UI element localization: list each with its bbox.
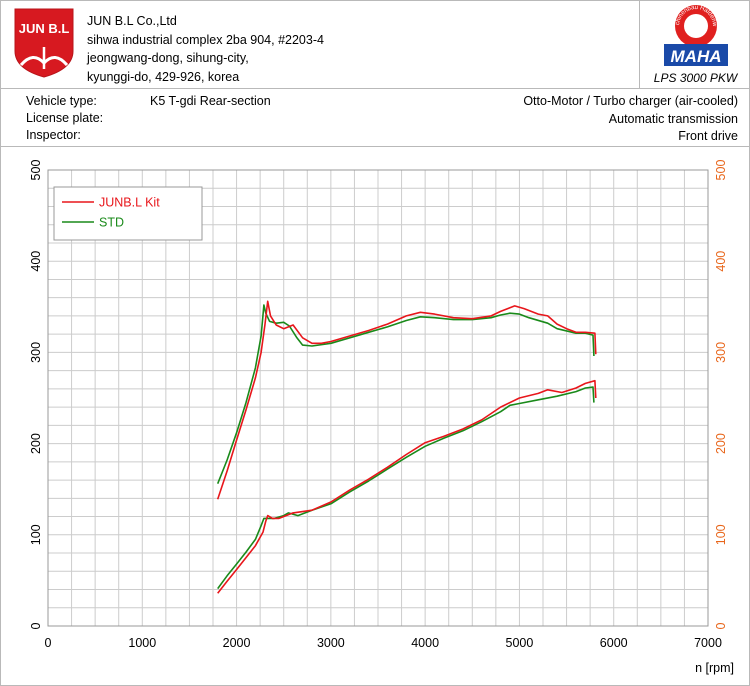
plot-area-border [47, 169, 709, 627]
series-line-std-0 [216, 304, 595, 484]
series-line-junb-l-kit-0 [216, 300, 597, 500]
drivetrain-line: Automatic transmission [608, 111, 738, 126]
x-tick-label: 7000 [694, 636, 722, 650]
y-right-tick-label: 500 [714, 160, 728, 181]
drivetrain-line: Otto-Motor / Turbo charger (air-cooled) [523, 94, 738, 108]
company-line: JUN B.L Co.,Ltd [87, 14, 177, 28]
legend-label: STD [99, 216, 124, 230]
drivetrain-line: Front drive [678, 129, 738, 143]
maha-logo: Maschinenbau Haldenwang MAHA [638, 0, 728, 66]
x-tick-label: 6000 [600, 636, 628, 650]
y-left-tick-label: 300 [29, 342, 43, 363]
drivetrain-info: Otto-Motor / Turbo charger (air-cooled) … [523, 93, 738, 146]
x-axis-label: n [rpm] [695, 661, 734, 675]
chart-axes: 0 1000 2000 3000 4000 5000 6000 700001002003004… [29, 160, 734, 675]
maha-logo-box: Maschinenbau Haldenwang MAHA LPS 3000 PK… [638, 0, 750, 88]
chart-legend: JUNB.L Kit STD [53, 186, 203, 241]
maha-caption: LPS 3000 PKW [653, 71, 738, 85]
license-plate-row: License plate: [26, 110, 103, 127]
company-line: kyunggi-do, 429-926, korea [87, 69, 240, 84]
x-tick-label: 0 [45, 636, 52, 650]
vehicle-type-value: K5 T-gdi Rear-section [150, 94, 271, 108]
x-tick-label: 4000 [411, 636, 439, 650]
y-right-tick-label: 200 [714, 433, 728, 454]
vehicle-type-label: Vehicle type: [26, 94, 97, 108]
x-tick-label: 5000 [506, 636, 534, 650]
vehicle-info: Vehicle type: K5 T-gdi Rear-section Lice… [0, 89, 750, 147]
y-left-tick-label: 500 [29, 160, 43, 181]
inspector-row: Inspector: [26, 127, 81, 144]
vehicle-type-row: Vehicle type: K5 T-gdi Rear-section [26, 93, 271, 110]
chart-series [216, 300, 597, 594]
junbl-logo-text: JUN B.L [19, 21, 70, 36]
company-line: jeongwang-dong, sihung-city, [87, 51, 249, 65]
y-left-tick-label: 200 [29, 433, 43, 454]
y-right-tick-label: 300 [714, 342, 728, 363]
series-line-junb-l-kit-1 [217, 379, 597, 594]
license-plate-label: License plate: [26, 111, 104, 125]
y-right-tick-label: 0 [714, 622, 728, 629]
inspector-label: Inspector: [26, 128, 81, 142]
legend-box [53, 186, 203, 241]
company-address: JUN B.L Co.,Ltd sihwa industrial complex… [87, 12, 324, 86]
legend-label: JUNB.L Kit [99, 196, 160, 210]
x-tick-label: 1000 [128, 636, 156, 650]
x-tick-label: 2000 [223, 636, 251, 650]
x-tick-label: 3000 [317, 636, 345, 650]
y-left-tick-label: 0 [29, 622, 43, 629]
y-left-tick-label: 100 [29, 524, 43, 545]
company-line: sihwa industrial complex 2ba 904, #2203-… [87, 32, 324, 47]
y-right-tick-label: 400 [714, 251, 728, 272]
y-left-tick-label: 400 [29, 251, 43, 272]
report-header: JUN B.L JUN B.L Co.,Ltd sihwa industrial… [0, 0, 750, 89]
maha-text: MAHA [671, 47, 722, 66]
series-line-std-1 [217, 386, 595, 590]
junbl-logo: JUN B.L [13, 7, 75, 79]
y-right-tick-label: 100 [714, 524, 728, 545]
chart-grid [47, 169, 709, 627]
